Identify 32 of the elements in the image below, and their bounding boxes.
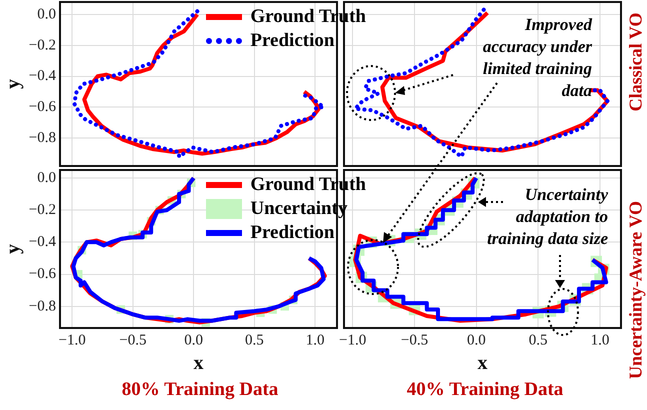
y-tick-label: −0.6 [28, 99, 56, 116]
x-tick-label: 1.0 [306, 332, 325, 348]
annotation: Improved accuracy under limited training data [482, 14, 592, 102]
y-axis-title: y [2, 79, 24, 89]
y-tick-label: 0.0 [37, 6, 56, 22]
text: 80% Training Data [122, 379, 278, 401]
annotation: Uncertainty adaptation to training data size [487, 184, 608, 250]
x-axis-title: x [194, 352, 204, 374]
x-tick-label: 0.5 [245, 332, 264, 348]
x-tick-label: 0.0 [184, 332, 204, 348]
y-tick-label: −0.6 [28, 266, 56, 282]
y-tick-label: −0.2 [28, 37, 56, 54]
y-tick-label: −0.8 [28, 130, 56, 146]
y-axis-title: y [2, 244, 24, 254]
legend-label: Prediction [250, 221, 334, 245]
x-tick-label: −0.5 [400, 332, 428, 348]
x-tick-label: 0.5 [528, 332, 548, 348]
text: Classical VO [626, 12, 646, 112]
y-tick-label: 0.0 [37, 170, 56, 186]
text: Uncertainty-Aware VO [626, 200, 646, 380]
y-tick-label: −0.8 [28, 298, 56, 314]
x-axis-title: x [478, 352, 488, 374]
x-tick-label: 1.0 [590, 332, 610, 348]
y-tick-label: −0.4 [28, 234, 56, 250]
x-tick-label: −1.0 [339, 332, 366, 348]
x-tick-label: −1.0 [58, 332, 86, 348]
text: 40% Training Data [406, 379, 564, 401]
y-tick-label: −0.4 [28, 68, 56, 84]
x-tick-label: −0.5 [119, 332, 147, 348]
legend-label: Prediction [250, 29, 334, 53]
x-tick-label: 0.0 [466, 332, 486, 348]
y-tick-label: −0.2 [28, 202, 56, 218]
